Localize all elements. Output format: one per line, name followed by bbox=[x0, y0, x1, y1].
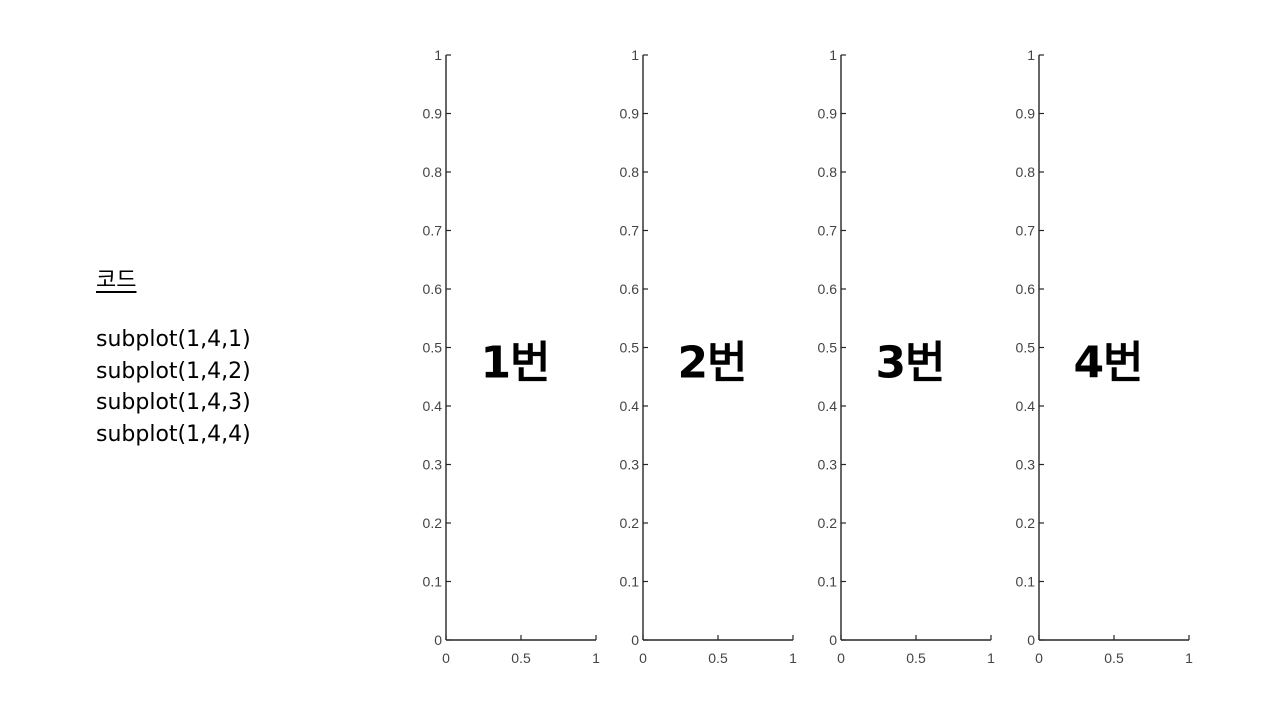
y-tick-label: 0 bbox=[1027, 632, 1035, 648]
y-tick-label: 0.2 bbox=[1016, 515, 1036, 531]
y-tick-label: 0.7 bbox=[818, 223, 838, 239]
y-tick-label: 0.3 bbox=[1016, 457, 1036, 473]
subplot-label: 2번 bbox=[677, 338, 746, 389]
y-tick-label: 0.2 bbox=[818, 515, 838, 531]
x-tick-label: 1 bbox=[1185, 650, 1193, 666]
x-tick-label: 1 bbox=[789, 650, 797, 666]
y-tick-label: 0 bbox=[434, 632, 442, 648]
y-tick-label: 0.6 bbox=[818, 281, 838, 297]
x-tick-label: 0.5 bbox=[906, 650, 926, 666]
y-tick-label: 0.8 bbox=[423, 164, 443, 180]
y-tick-label: 0.9 bbox=[1016, 106, 1036, 122]
y-tick-label: 0.6 bbox=[620, 281, 640, 297]
y-tick-label: 0.2 bbox=[620, 515, 640, 531]
y-tick-label: 0.7 bbox=[1016, 223, 1036, 239]
code-line: subplot(1,4,2) bbox=[96, 358, 251, 384]
x-tick-label: 0 bbox=[1035, 650, 1043, 666]
y-tick-label: 0.4 bbox=[818, 398, 838, 414]
y-tick-label: 0.7 bbox=[620, 223, 640, 239]
subplot-label: 4번 bbox=[1073, 338, 1142, 389]
y-tick-label: 0.9 bbox=[818, 106, 838, 122]
y-tick-label: 0.5 bbox=[1016, 340, 1036, 356]
x-tick-label: 0.5 bbox=[511, 650, 531, 666]
subplot-label: 1번 bbox=[480, 338, 549, 389]
y-tick-label: 0.1 bbox=[1016, 574, 1036, 590]
y-tick-label: 1 bbox=[631, 47, 639, 63]
code-line: subplot(1,4,1) bbox=[96, 327, 251, 352]
y-tick-label: 0.1 bbox=[620, 574, 640, 590]
y-tick-label: 0.5 bbox=[620, 340, 640, 356]
y-tick-label: 1 bbox=[434, 47, 442, 63]
y-tick-label: 0.3 bbox=[423, 457, 443, 473]
y-tick-label: 1 bbox=[1027, 47, 1035, 63]
y-tick-label: 0.7 bbox=[423, 223, 443, 239]
y-tick-label: 0.6 bbox=[1016, 281, 1036, 297]
y-tick-label: 0.3 bbox=[620, 457, 640, 473]
y-tick-label: 0 bbox=[631, 632, 639, 648]
y-tick-label: 0 bbox=[829, 632, 837, 648]
x-tick-label: 0 bbox=[837, 650, 845, 666]
subplot-label: 3번 bbox=[875, 338, 944, 389]
code-line: subplot(1,4,3) bbox=[96, 390, 251, 415]
y-tick-label: 0.8 bbox=[1016, 164, 1036, 180]
x-tick-label: 1 bbox=[592, 650, 600, 666]
code-panel: 코드 subplot(1,4,1) subplot(1,4,2) subplot… bbox=[96, 262, 251, 450]
y-tick-label: 1 bbox=[829, 47, 837, 63]
y-tick-label: 0.2 bbox=[423, 515, 443, 531]
y-tick-label: 0.1 bbox=[818, 574, 838, 590]
subplot-2: 0 0.1 0.2 0.3 0.4 0.5 0.6 0.7 0.8 0.9 1 0 0.5 1 2번 bbox=[620, 47, 798, 666]
y-tick-label: 0.4 bbox=[1016, 398, 1036, 414]
x-tick-label: 0.5 bbox=[1104, 650, 1124, 666]
y-tick-label: 0.8 bbox=[620, 164, 640, 180]
x-tick-label: 0 bbox=[442, 650, 450, 666]
x-tick-label: 1 bbox=[987, 650, 995, 666]
subplot-1: 0 0.1 0.2 0.3 0.4 0.5 0.6 0.7 0.8 0.9 1 0 0.5 1 1번 bbox=[423, 47, 601, 666]
x-tick-label: 0 bbox=[639, 650, 647, 666]
subplot-4: 0 0.1 0.2 0.3 0.4 0.5 0.6 0.7 0.8 0.9 1 0 0.5 1 4번 bbox=[1016, 47, 1194, 666]
y-tick-label: 0.8 bbox=[818, 164, 838, 180]
y-tick-label: 0.6 bbox=[423, 281, 443, 297]
y-tick-label: 0.9 bbox=[423, 106, 443, 122]
y-tick-label: 0.4 bbox=[423, 398, 443, 414]
code-title: 코드 bbox=[96, 268, 137, 293]
y-tick-label: 0.9 bbox=[620, 106, 640, 122]
subplot-3: 0 0.1 0.2 0.3 0.4 0.5 0.6 0.7 0.8 0.9 1 0 0.5 1 3번 bbox=[818, 47, 996, 666]
code-line: subplot(1,4,4) bbox=[96, 421, 251, 447]
y-tick-label: 0.5 bbox=[423, 340, 443, 356]
y-tick-label: 0.5 bbox=[818, 340, 838, 356]
y-tick-label: 0.1 bbox=[423, 574, 443, 590]
x-tick-label: 0.5 bbox=[708, 650, 728, 666]
y-tick-label: 0.3 bbox=[818, 457, 838, 473]
y-tick-label: 0.4 bbox=[620, 398, 640, 414]
